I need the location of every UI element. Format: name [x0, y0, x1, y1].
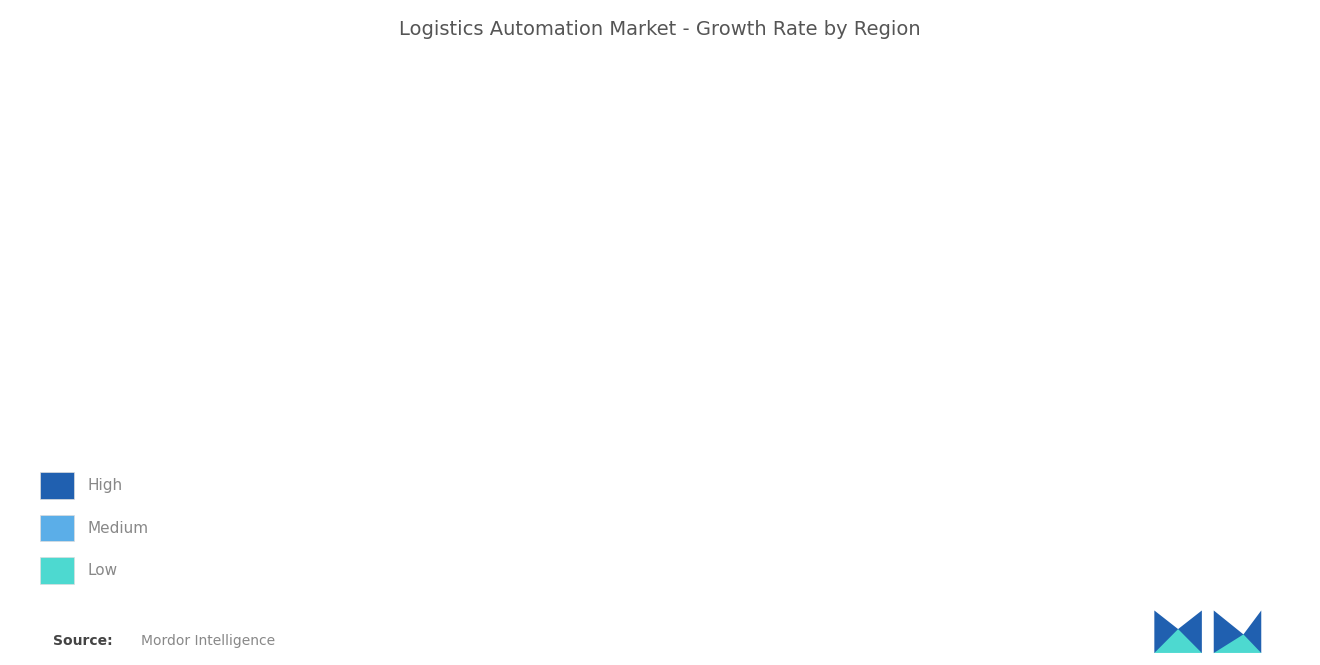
Text: Logistics Automation Market - Growth Rate by Region: Logistics Automation Market - Growth Rat…	[399, 20, 921, 39]
Polygon shape	[1214, 634, 1262, 653]
Text: Medium: Medium	[87, 521, 148, 535]
FancyBboxPatch shape	[40, 515, 74, 541]
Text: Source:: Source:	[53, 634, 112, 648]
Polygon shape	[1154, 610, 1203, 653]
Text: Low: Low	[87, 563, 117, 578]
Text: High: High	[87, 478, 123, 493]
Polygon shape	[1214, 610, 1262, 653]
Polygon shape	[1154, 629, 1203, 653]
FancyBboxPatch shape	[40, 557, 74, 584]
FancyBboxPatch shape	[40, 472, 74, 499]
Text: Mordor Intelligence: Mordor Intelligence	[141, 634, 276, 648]
